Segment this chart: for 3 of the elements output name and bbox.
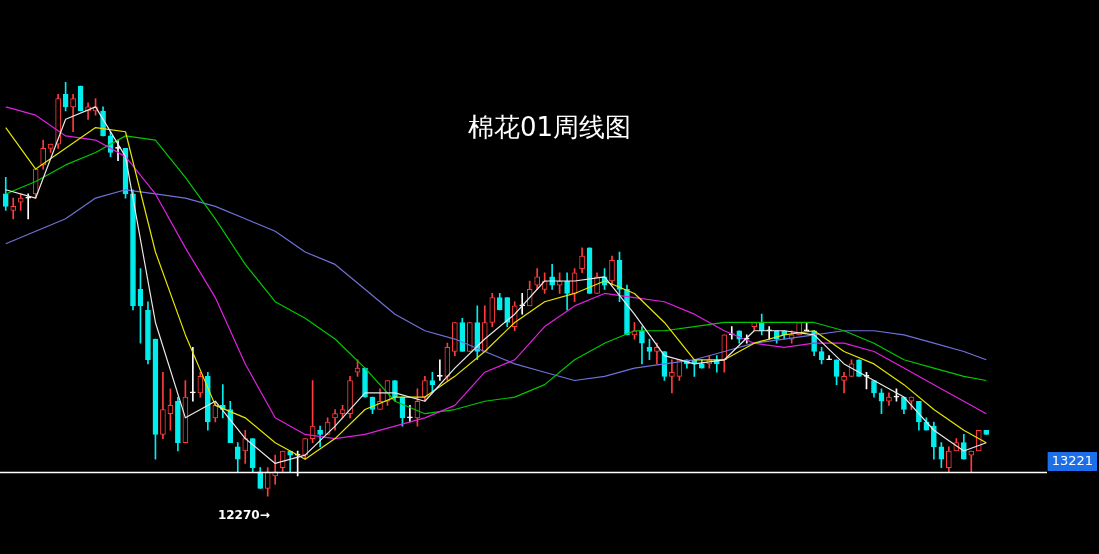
text: 12270→ [217,507,270,522]
text: 13221 [1051,453,1093,469]
text: 棉花01周线图 [466,111,633,144]
